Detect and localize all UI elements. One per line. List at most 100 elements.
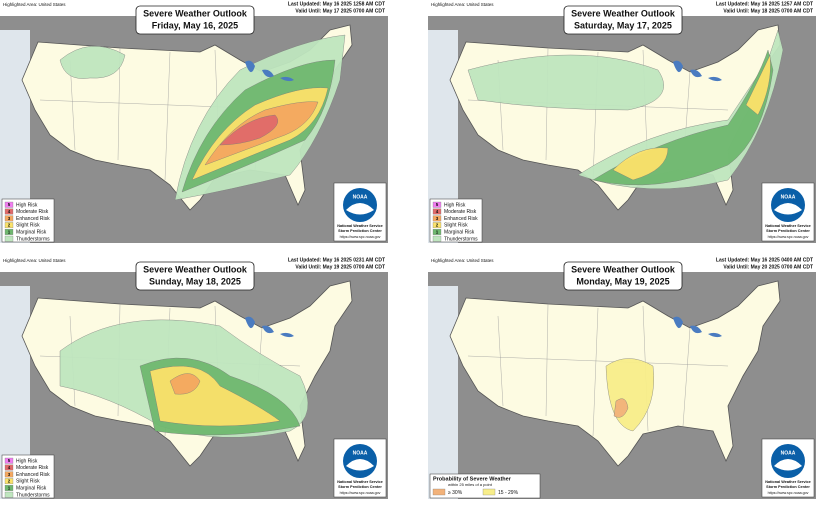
legend-label: Thunderstorms (16, 236, 50, 242)
risk-area (467, 54, 664, 111)
legend-label: Moderate Risk (16, 465, 49, 471)
legend-code: 2 (8, 223, 11, 228)
legend-label: High Risk (16, 202, 38, 208)
title-box (135, 5, 255, 35)
legend-subtitle: within 25 miles of a point (448, 482, 493, 487)
logo-name: NOAA (353, 194, 368, 200)
legend-code: 2 (436, 223, 439, 228)
logo-line1: National Weather Service (765, 480, 811, 484)
legend-swatch (4, 229, 14, 235)
legend-swatch (4, 471, 14, 478)
logo-line2: Storm Prediction Center (766, 229, 810, 233)
legend-code: 4 (8, 465, 11, 470)
legend-code: 3 (8, 472, 11, 477)
outlook-panel: Highlighted Area: United States Last Upda… (428, 0, 816, 243)
last-updated: Last Updated: May 16 2025 1258 AM CDT (288, 1, 385, 7)
legend-swatch (4, 215, 14, 222)
legend-swatch (432, 201, 442, 208)
title: Severe Weather Outlook (143, 8, 248, 18)
legend-label: Moderate Risk (16, 209, 49, 215)
legend-label: Slight Risk (16, 223, 40, 229)
legend-label: Moderate Risk (444, 209, 477, 215)
logo-line1: National Weather Service (765, 224, 811, 228)
great-lakes (245, 60, 294, 82)
legend-code: 1 (8, 485, 11, 490)
legend-label: Slight Risk (16, 479, 40, 485)
noaa-gull (346, 203, 374, 215)
great-lakes (673, 316, 722, 338)
date: Monday, May 19, 2025 (576, 276, 669, 286)
legend-label: Thunderstorms (444, 236, 478, 242)
great-lakes (673, 60, 722, 82)
valid-until: Valid Until: May 19 2025 0700 AM CDT (295, 264, 385, 270)
legend-label: Enhanced Risk (16, 216, 50, 222)
legend-code: 3 (8, 216, 11, 221)
risk-area (169, 373, 201, 395)
legend-label: Marginal Risk (444, 230, 475, 236)
outlook-panel: Highlighted Area: United States Last Upda… (428, 256, 816, 499)
logo-line2: Storm Prediction Center (766, 485, 810, 489)
logo-url: https://www.spc.noaa.gov (768, 235, 809, 239)
logo-name: NOAA (353, 450, 368, 456)
legend-label: 15 - 29% (498, 490, 519, 496)
legend-swatch (432, 222, 442, 229)
legend-swatch (4, 491, 14, 498)
title-box (563, 261, 683, 291)
noaa-gull (346, 459, 374, 471)
legend-swatch (4, 485, 14, 491)
legend-swatch (432, 215, 442, 222)
logo-name: NOAA (781, 194, 796, 200)
valid-until: Valid Until: May 18 2025 0700 AM CDT (723, 8, 813, 14)
legend-code: 4 (8, 209, 11, 214)
risk-area (613, 398, 629, 418)
legend-code: 5 (436, 202, 439, 207)
pacific-water (428, 286, 458, 499)
highlighted-area: Highlighted Area: United States (3, 258, 66, 263)
legend-label: Thunderstorms (16, 492, 50, 498)
noaa-gull (774, 203, 802, 215)
logo-url: https://www.spc.noaa.gov (340, 235, 381, 239)
legend-label: Enhanced Risk (16, 472, 50, 478)
title-box (563, 5, 683, 35)
legend-label: Slight Risk (444, 223, 468, 229)
valid-until: Valid Until: May 17 2025 0700 AM CDT (295, 8, 385, 14)
legend-swatch (4, 201, 14, 208)
legend-label: Marginal Risk (16, 230, 47, 236)
highlighted-area: Highlighted Area: United States (3, 2, 66, 7)
logo-url: https://www.spc.noaa.gov (768, 491, 809, 495)
last-updated: Last Updated: May 16 2025 0400 AM CDT (716, 257, 813, 263)
highlighted-area: Highlighted Area: United States (431, 2, 494, 7)
legend-swatch (432, 229, 442, 235)
outlook-panel: Highlighted Area: United States Last Upda… (0, 256, 388, 499)
legend-swatch (432, 208, 442, 215)
logo-line2: Storm Prediction Center (338, 229, 382, 233)
legend-code: 4 (436, 209, 439, 214)
legend-code: 1 (436, 229, 439, 234)
legend-swatch (4, 222, 14, 229)
logo-line1: National Weather Service (337, 224, 383, 228)
valid-until: Valid Until: May 20 2025 0700 AM CDT (723, 264, 813, 270)
title: Severe Weather Outlook (143, 264, 248, 274)
logo-line2: Storm Prediction Center (338, 485, 382, 489)
title-box (135, 261, 255, 291)
outlook-panel: Highlighted Area: United States Last Upda… (0, 0, 388, 243)
date: Saturday, May 17, 2025 (574, 20, 672, 30)
legend-swatch (432, 488, 446, 496)
noaa-gull (774, 459, 802, 471)
legend-code: 2 (8, 479, 11, 484)
legend-code: 5 (8, 458, 11, 463)
legend-label: Enhanced Risk (444, 216, 478, 222)
legend-code: 5 (8, 202, 11, 207)
risk-area (59, 45, 126, 79)
legend-label: ≥ 30% (448, 490, 463, 496)
legend-box (429, 473, 541, 499)
legend-swatch (482, 488, 496, 496)
date: Sunday, May 18, 2025 (149, 276, 241, 286)
title: Severe Weather Outlook (571, 8, 676, 18)
legend-code: 1 (8, 229, 11, 234)
risk-area (745, 54, 771, 116)
legend-swatch (4, 235, 14, 242)
risk-area (612, 147, 669, 181)
logo-url: https://www.spc.noaa.gov (340, 491, 381, 495)
